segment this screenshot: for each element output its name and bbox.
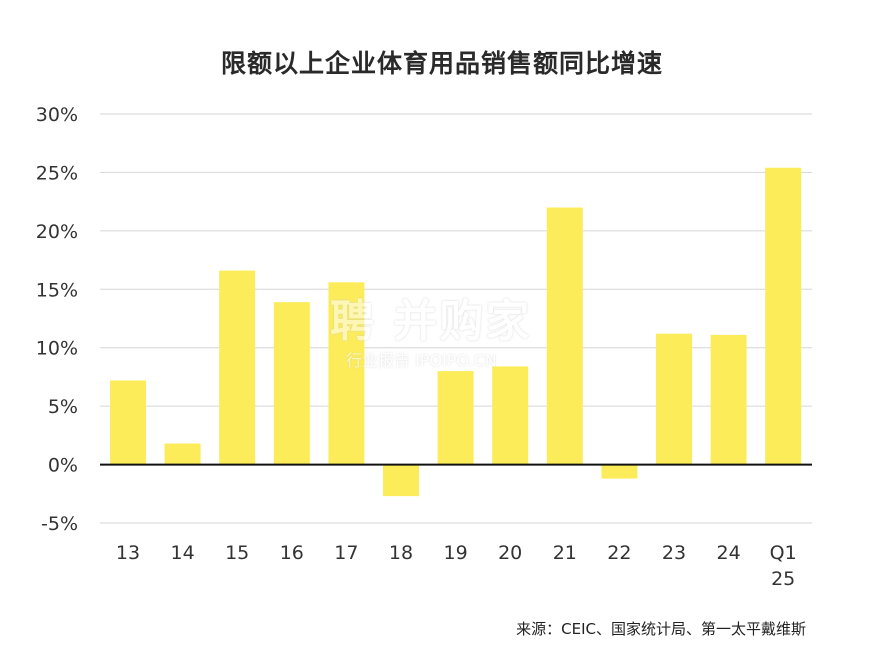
- x-tick-label: 16: [280, 542, 304, 564]
- y-axis-tick-labels: -5% 0% 5% 10% 15% 20% 25% 30%: [36, 104, 78, 535]
- x-tick-label: 23: [662, 542, 686, 564]
- x-tick-label: 24: [717, 542, 741, 564]
- bar: [437, 371, 474, 465]
- y-tick-label: 20%: [36, 221, 78, 243]
- bar: [601, 464, 638, 479]
- x-axis-tick-labels: 13 14 15 16 17 18 19 20 21 22 23 24 Q1 25: [116, 542, 797, 590]
- x-tick-label: 25: [771, 568, 795, 590]
- x-tick-label: 19: [444, 542, 468, 564]
- y-tick-label: 10%: [36, 338, 78, 360]
- y-tick-label: 5%: [48, 396, 78, 418]
- bar: [328, 282, 365, 465]
- x-tick-label: 20: [498, 542, 522, 564]
- chart-title: 限额以上企业体育用品销售额同比增速: [220, 49, 663, 78]
- x-tick-label: Q1: [770, 542, 797, 564]
- source-note: 来源：CEIC、国家统计局、第一太平戴维斯: [516, 620, 806, 638]
- bars: [110, 167, 802, 497]
- x-tick-label: 21: [553, 542, 577, 564]
- y-tick-label: -5%: [41, 513, 78, 535]
- bar: [219, 270, 256, 465]
- bar: [110, 380, 146, 465]
- bar: [383, 464, 419, 497]
- bar: [710, 334, 747, 465]
- x-tick-label: 14: [171, 542, 195, 564]
- x-tick-label: 17: [334, 542, 358, 564]
- bar: [492, 366, 529, 465]
- y-tick-label: 15%: [36, 279, 78, 301]
- bar: [273, 302, 310, 465]
- bar: [765, 167, 802, 465]
- y-tick-label: 30%: [36, 104, 78, 126]
- x-tick-label: 13: [116, 542, 140, 564]
- bar: [656, 333, 692, 465]
- x-tick-label: 22: [607, 542, 631, 564]
- y-tick-label: 25%: [36, 162, 78, 184]
- bar: [546, 207, 583, 465]
- bar: [164, 443, 201, 465]
- x-tick-label: 15: [225, 542, 249, 564]
- y-tick-label: 0%: [48, 455, 78, 477]
- x-tick-label: 18: [389, 542, 413, 564]
